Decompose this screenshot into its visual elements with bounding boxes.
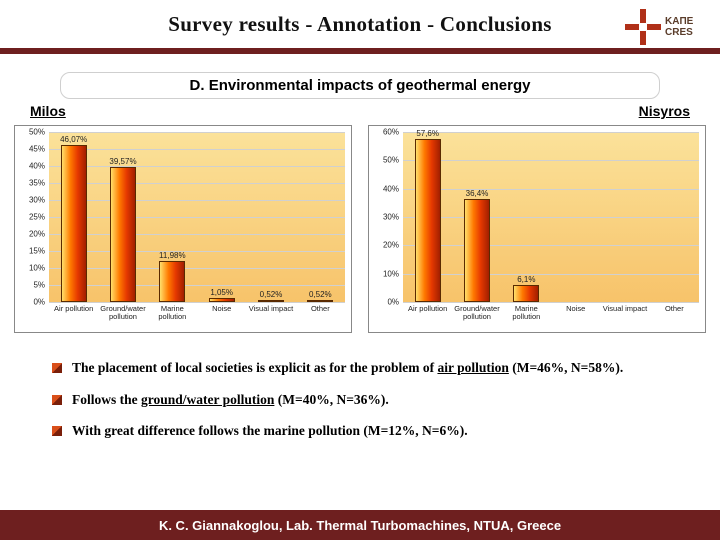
grid-line (49, 234, 345, 235)
chart-labels-row: Milos Nisyros (0, 103, 720, 119)
bar-value-label: 11,98% (159, 251, 186, 260)
y-tick-label: 40% (19, 162, 45, 171)
bullet-item: The placement of local societies is expl… (52, 359, 668, 377)
bar-value-label: 39,57% (109, 157, 136, 166)
y-tick-label: 30% (19, 196, 45, 205)
y-tick-label: 40% (373, 184, 399, 193)
bullets-list: The placement of local societies is expl… (0, 333, 720, 440)
grid-line (49, 251, 345, 252)
milos-plot-area: 0%5%10%15%20%25%30%35%40%45%50%46,07%Air… (49, 132, 345, 302)
y-tick-label: 0% (19, 298, 45, 307)
y-tick-label: 20% (373, 241, 399, 250)
nisyros-plot-area: 0%10%20%30%40%50%60%57,6%Air pollution36… (403, 132, 699, 302)
page-title: Survey results - Annotation - Conclusion… (168, 12, 552, 37)
header: Survey results - Annotation - Conclusion… (0, 0, 720, 54)
bar: 39,57% (110, 167, 136, 302)
grid-line (403, 302, 699, 303)
y-tick-label: 5% (19, 281, 45, 290)
y-tick-label: 60% (373, 128, 399, 137)
bar: 1,05% (209, 298, 235, 302)
grid-line (403, 217, 699, 218)
grid-line (49, 268, 345, 269)
category-label: Noise (552, 305, 600, 313)
bullet-icon (52, 395, 62, 405)
bar: 0,52% (258, 300, 284, 302)
bar-value-label: 46,07% (60, 135, 87, 144)
left-chart-label: Milos (30, 103, 66, 119)
category-label: Other (296, 305, 344, 313)
bullet-item: With great difference follows the marine… (52, 422, 668, 440)
category-label: Marine pollution (502, 305, 550, 321)
charts-row: 0% 5% 10% 15% 20% 25% 30% 35% 40% 45% 50% 46,07% Air… (0, 119, 720, 333)
grid-line (403, 274, 699, 275)
y-tick-label: 50% (19, 128, 45, 137)
category-label: Ground/water pollution (99, 305, 147, 321)
y-tick-label: 20% (19, 230, 45, 239)
grid-line (49, 149, 345, 150)
logo: ΚΑΠΕ CRES (625, 6, 710, 48)
nisyros-chart: 0% 10% 20% 30% 40% 50% 60% 57,6% Air pollution 36… (368, 125, 706, 333)
bar: 57,6% (415, 139, 441, 302)
logo-text: ΚΑΠΕ CRES (665, 16, 693, 38)
bullet-text: Follows the ground/water pollution (M=40… (72, 391, 389, 409)
bar-value-label: 1,05% (210, 288, 233, 297)
y-tick-label: 50% (373, 156, 399, 165)
grid-line (49, 166, 345, 167)
category-label: Other (650, 305, 698, 313)
y-tick-label: 10% (373, 269, 399, 278)
footer-text: K. C. Giannakoglou, Lab. Thermal Turboma… (159, 518, 561, 533)
grid-line (49, 285, 345, 286)
grid-line (49, 200, 345, 201)
bar: 46,07% (61, 145, 87, 302)
category-label: Visual impact (247, 305, 295, 313)
grid-line (403, 160, 699, 161)
logo-mark-icon (625, 9, 661, 45)
grid-line (49, 132, 345, 133)
section-heading: D. Environmental impacts of geothermal e… (60, 72, 660, 99)
bar: 11,98% (159, 261, 185, 302)
bullet-icon (52, 426, 62, 436)
grid-line (49, 183, 345, 184)
bar-value-label: 0,52% (260, 290, 283, 299)
y-tick-label: 0% (373, 298, 399, 307)
bullet-item: Follows the ground/water pollution (M=40… (52, 391, 668, 409)
y-tick-label: 30% (373, 213, 399, 222)
bar-value-label: 57,6% (416, 129, 439, 138)
bullet-text: The placement of local societies is expl… (72, 359, 623, 377)
y-tick-label: 10% (19, 264, 45, 273)
category-label: Visual impact (601, 305, 649, 313)
grid-line (49, 302, 345, 303)
y-tick-label: 25% (19, 213, 45, 222)
right-chart-label: Nisyros (639, 103, 690, 119)
grid-line (403, 189, 699, 190)
category-label: Noise (198, 305, 246, 313)
y-tick-label: 35% (19, 179, 45, 188)
y-tick-label: 15% (19, 247, 45, 256)
category-label: Marine pollution (148, 305, 196, 321)
bullet-text: With great difference follows the marine… (72, 422, 468, 440)
grid-line (403, 132, 699, 133)
bar-value-label: 36,4% (466, 189, 489, 198)
bar-value-label: 0,52% (309, 290, 332, 299)
y-tick-label: 45% (19, 145, 45, 154)
bar: 6,1% (513, 285, 539, 302)
grid-line (49, 217, 345, 218)
bar: 36,4% (464, 199, 490, 302)
bar: 0,52% (307, 300, 333, 302)
bar-value-label: 6,1% (517, 275, 535, 284)
category-label: Air pollution (404, 305, 452, 313)
category-label: Ground/water pollution (453, 305, 501, 321)
bullet-icon (52, 363, 62, 373)
footer: K. C. Giannakoglou, Lab. Thermal Turboma… (0, 510, 720, 540)
milos-chart: 0% 5% 10% 15% 20% 25% 30% 35% 40% 45% 50% 46,07% Air… (14, 125, 352, 333)
category-label: Air pollution (50, 305, 98, 313)
grid-line (403, 245, 699, 246)
